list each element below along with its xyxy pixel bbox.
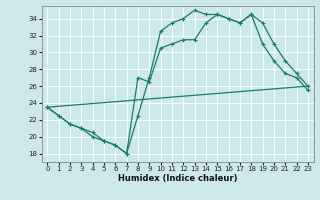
X-axis label: Humidex (Indice chaleur): Humidex (Indice chaleur) bbox=[118, 174, 237, 183]
